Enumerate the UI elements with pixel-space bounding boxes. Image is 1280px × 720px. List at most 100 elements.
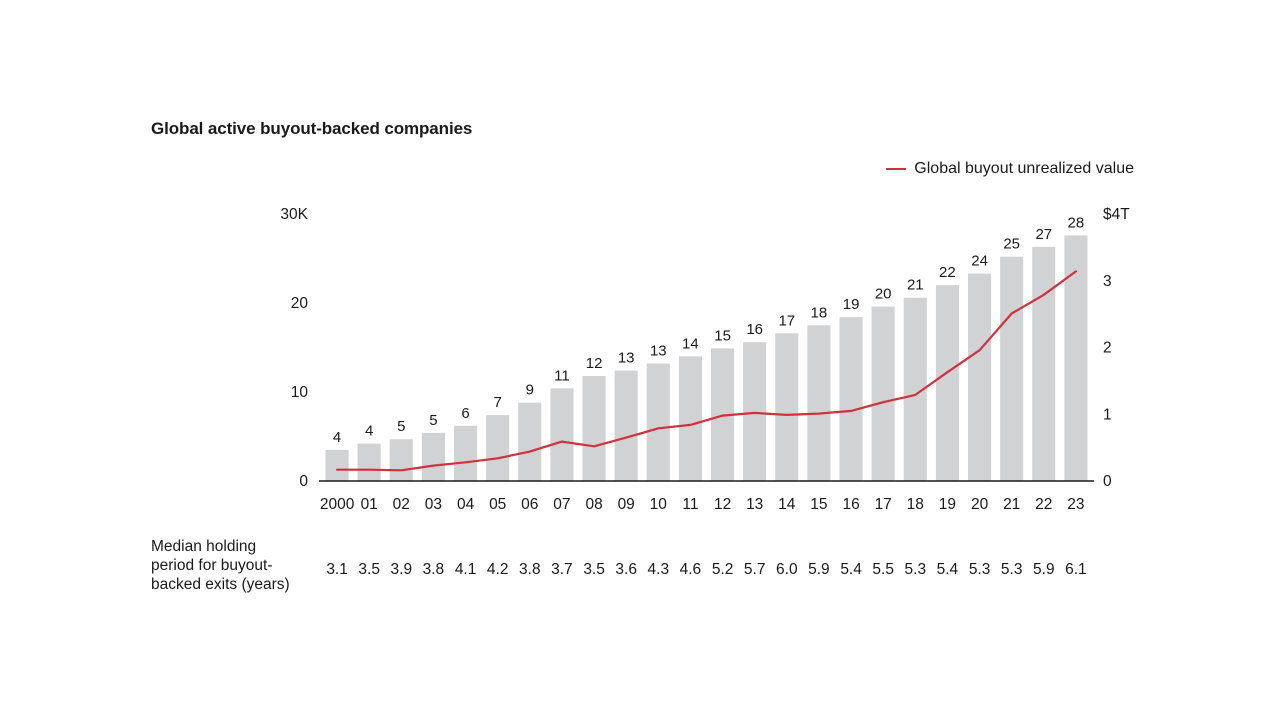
bar-labels-group: 4 4 5 5 6 7 9 11 12 13 13 14 15 16 17 18 19 20 21 22 24 25 27 2…: [333, 214, 1084, 446]
holding-period-value: 5.3: [969, 561, 991, 578]
footer-label-line: backed exits (years): [151, 576, 290, 593]
y-right-tick-label: $4T: [1103, 206, 1130, 223]
holding-period-value: 5.4: [937, 561, 959, 578]
x-tick-label: 18: [907, 496, 924, 513]
bar: [1032, 246, 1056, 481]
holding-period-value: 4.2: [487, 561, 509, 578]
x-tick-label: 05: [489, 496, 506, 513]
holding-period-value: 4.6: [680, 561, 702, 578]
bar-value-label: 13: [618, 350, 635, 367]
holding-period-value: 3.5: [583, 561, 605, 578]
bar-value-label: 18: [811, 304, 828, 321]
bar-value-label: 4: [333, 429, 341, 446]
bars-group: [325, 235, 1088, 482]
x-tick-label: 03: [425, 496, 442, 513]
bar-value-label: 9: [526, 382, 534, 399]
bar-value-label: 25: [1003, 236, 1020, 253]
footer-label-line: period for buyout-: [151, 557, 273, 574]
x-tick-label: 10: [650, 496, 668, 513]
x-tick-label: 23: [1067, 496, 1084, 513]
footer-values-group: 3.1 3.5 3.9 3.8 4.1 4.2 3.8 3.7 3.5 3.6 4.3 4.6 5.2 5…: [326, 561, 1086, 578]
x-tick-label: 04: [457, 496, 475, 513]
y-right-tick-label: 3: [1103, 273, 1112, 290]
bar-value-label: 16: [746, 321, 763, 338]
holding-period-value: 5.3: [905, 561, 927, 578]
x-tick-label: 07: [553, 496, 570, 513]
bar-value-label: 14: [682, 335, 699, 352]
bar-value-label: 17: [778, 312, 795, 329]
y-left-tick-label: 10: [291, 384, 309, 401]
holding-period-value: 4.3: [648, 561, 670, 578]
bar-value-label: 22: [939, 264, 956, 281]
axis-group: 2000 01 02 03 04 05 06 07 08 09 10 11 12 13 14 15 16 17 18…: [280, 206, 1130, 513]
bar: [486, 415, 510, 481]
holding-period-value: 3.8: [519, 561, 541, 578]
bar: [582, 376, 606, 481]
holding-period-value: 3.1: [326, 561, 348, 578]
x-tick-label: 12: [714, 496, 731, 513]
footer-label: Median holding period for buyout- backed…: [151, 537, 321, 594]
bar-value-label: 20: [875, 286, 892, 303]
x-tick-label: 02: [393, 496, 410, 513]
bar: [1064, 235, 1088, 481]
x-tick-label: 08: [585, 496, 602, 513]
holding-period-value: 3.9: [391, 561, 413, 578]
bar: [550, 388, 574, 481]
x-tick-label: 13: [746, 496, 763, 513]
bar-value-label: 7: [494, 394, 502, 411]
bar-value-label: 21: [907, 277, 924, 294]
holding-period-value: 3.5: [358, 561, 380, 578]
bar: [903, 297, 927, 481]
x-tick-label: 11: [682, 496, 698, 513]
bar-value-label: 11: [554, 367, 570, 384]
bar: [325, 449, 349, 481]
holding-period-value: 3.8: [423, 561, 445, 578]
bar: [518, 402, 542, 481]
x-tick-label: 21: [1003, 496, 1020, 513]
bar-value-label: 5: [397, 418, 405, 435]
x-tick-label: 19: [939, 496, 956, 513]
bar-value-label: 19: [843, 296, 860, 313]
y-left-tick-label: 20: [291, 295, 309, 312]
bar: [614, 370, 638, 481]
bar: [839, 317, 863, 481]
bar: [807, 325, 831, 482]
holding-period-value: 3.7: [551, 561, 573, 578]
bar-value-label: 28: [1068, 214, 1085, 231]
holding-period-value: 5.3: [1001, 561, 1023, 578]
y-right-tick-label: 1: [1103, 406, 1112, 423]
bar: [968, 273, 992, 481]
bar: [421, 432, 445, 481]
legend: Global buyout unrealized value: [886, 160, 1134, 178]
holding-period-value: 5.9: [1033, 561, 1055, 578]
bar: [646, 363, 670, 481]
holding-period-value: 6.1: [1065, 561, 1087, 578]
unrealized-value-line: [336, 270, 1078, 472]
bar-value-label: 4: [365, 423, 373, 440]
bar-value-label: 5: [429, 412, 437, 429]
x-tick-label: 17: [875, 496, 892, 513]
bar: [1000, 256, 1024, 481]
bar: [775, 333, 799, 481]
legend-label-unrealized-value: Global buyout unrealized value: [914, 160, 1134, 177]
legend-line-swatch: [886, 168, 907, 170]
bar: [871, 306, 895, 481]
bar: [935, 285, 959, 481]
x-tick-label: 22: [1035, 496, 1052, 513]
x-tick-label: 06: [521, 496, 538, 513]
bar-value-label: 24: [971, 253, 988, 270]
y-left-tick-label: 0: [299, 473, 308, 490]
y-left-tick-label: 30K: [280, 206, 308, 223]
bar: [743, 342, 767, 481]
bar-value-label: 27: [1035, 226, 1052, 243]
bar-value-label: 15: [714, 327, 731, 344]
bar: [678, 356, 702, 481]
x-tick-label: 16: [842, 496, 859, 513]
holding-period-value: 5.2: [712, 561, 734, 578]
x-tick-label: 01: [361, 496, 378, 513]
bar: [389, 439, 413, 481]
bar-value-label: 6: [461, 405, 469, 422]
holding-period-value: 6.0: [776, 561, 798, 578]
x-tick-label: 2000: [320, 496, 355, 513]
